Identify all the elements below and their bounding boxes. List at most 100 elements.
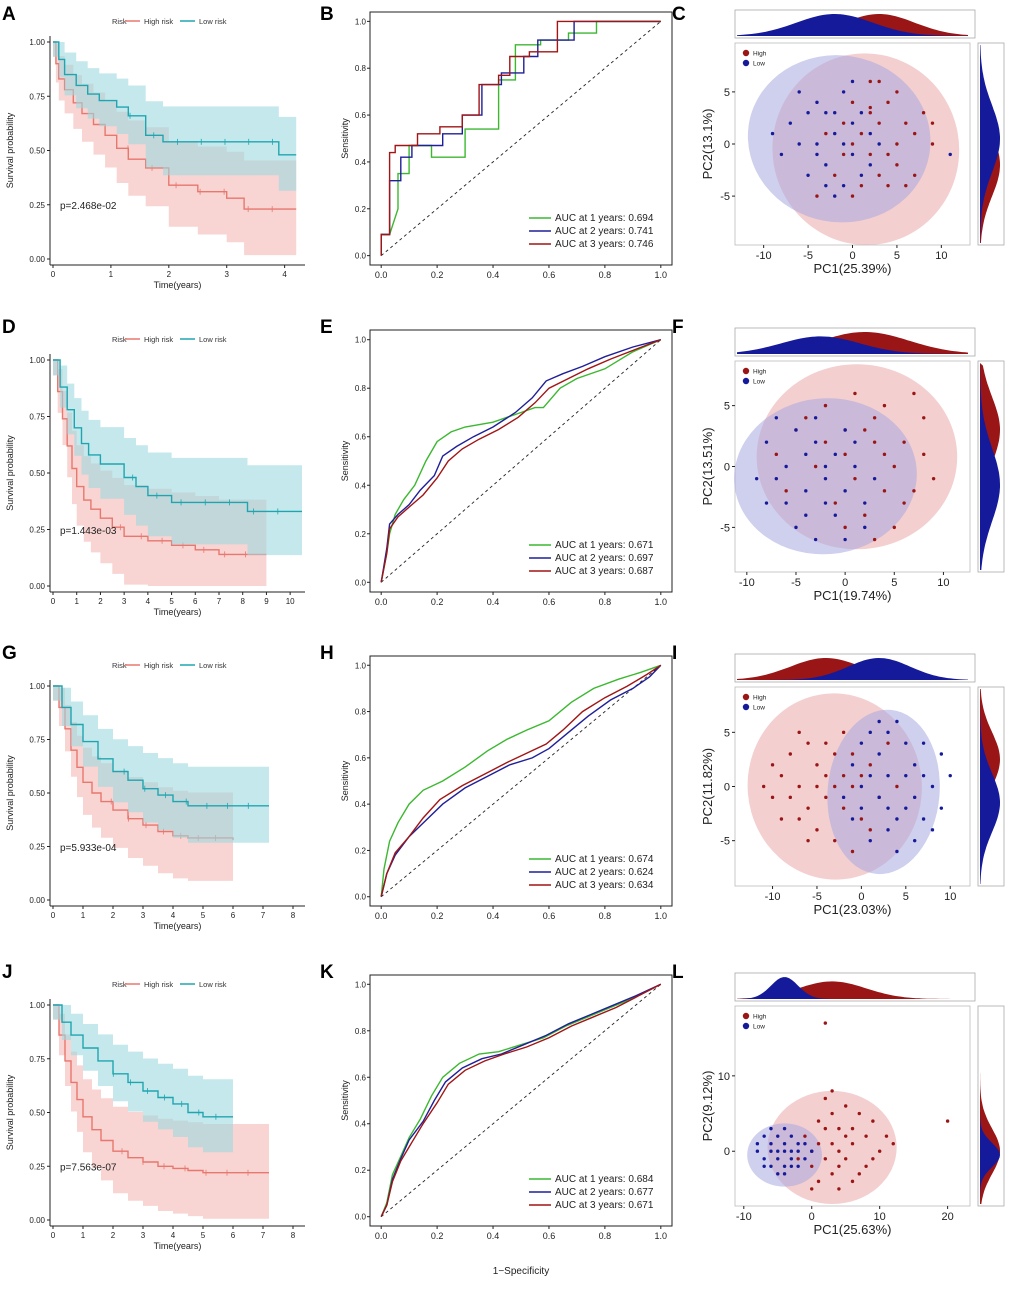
low-group-point — [789, 1149, 794, 1153]
low-group-point — [764, 440, 769, 444]
x-axis-title: Time(years) — [154, 280, 202, 290]
legend-marker-high — [742, 49, 750, 57]
low-group-point — [886, 773, 890, 778]
high-group-point — [877, 1149, 882, 1153]
high-group-point — [872, 440, 877, 444]
km-legend-title: Risk — [112, 335, 127, 344]
km-legend-label-low: Low risk — [199, 335, 227, 344]
high-group-point — [882, 403, 887, 408]
high-group-point — [830, 1172, 834, 1176]
low-group-point — [769, 1149, 773, 1153]
x-tick-label: 2 — [111, 911, 116, 920]
low-group-point — [850, 121, 855, 125]
high-group-point — [837, 1149, 841, 1153]
high-group-point — [774, 452, 779, 457]
x-tick-label: 0.6 — [543, 911, 556, 921]
x-tick-label: 5 — [891, 577, 897, 589]
low-group-point — [782, 1149, 787, 1153]
low-group-point — [769, 1164, 773, 1169]
x-tick-label: 7 — [261, 911, 266, 920]
high-group-point — [912, 173, 917, 177]
x-tick-label: 0.2 — [431, 1231, 444, 1241]
low-group-point — [824, 111, 828, 115]
high-group-point — [930, 121, 935, 125]
y-axis-title: Survival probability — [5, 435, 15, 511]
low-group-point — [939, 752, 944, 756]
low-group-point — [912, 838, 917, 843]
x-tick-label: 0.0 — [375, 597, 388, 607]
low-group-point — [921, 741, 926, 745]
y-tick-label: 0.50 — [29, 469, 45, 478]
x-tick-label: 0.2 — [431, 911, 444, 921]
y-axis-title: Survival probability — [5, 1074, 15, 1150]
high-group-point — [850, 100, 855, 105]
x-tick-label: 2 — [167, 270, 172, 279]
km-legend-label-low: Low risk — [199, 980, 227, 989]
low-risk-ci-band — [53, 686, 269, 843]
y-tick-label: 0.50 — [29, 1109, 45, 1118]
low-group-point — [764, 501, 769, 505]
low-group-point — [823, 476, 828, 481]
right-density-low — [980, 363, 1000, 570]
high-group-point — [859, 131, 864, 136]
legend-label-3-year: AUC at 3 years: 0.634 — [555, 880, 654, 891]
roc-curve-2-year — [380, 983, 662, 1218]
legend-label-low: Low — [753, 1024, 765, 1031]
high-group-point — [810, 1187, 814, 1191]
low-group-point — [921, 773, 926, 778]
high-group-point — [833, 784, 837, 789]
confidence-ellipse-low — [827, 709, 940, 875]
high-group-point — [803, 1134, 807, 1138]
y-tick-label: 1.0 — [355, 980, 367, 989]
low-group-point — [776, 1172, 780, 1176]
x-tick-label: 0 — [51, 1231, 56, 1240]
legend-marker-low — [742, 1022, 750, 1030]
p-value: p=5.933e-04 — [60, 843, 117, 854]
y-tick-label: -5 — [720, 522, 730, 534]
low-group-point — [868, 131, 872, 136]
high-group-point — [912, 131, 917, 136]
high-group-point — [850, 1179, 855, 1184]
panel-letter-j: J — [2, 962, 13, 983]
x-tick-label: 8 — [240, 597, 245, 606]
panel-letter-k: K — [320, 962, 334, 983]
low-group-point — [754, 476, 759, 481]
plot-frame — [369, 974, 673, 1227]
chart-panel-e: 0.0 0.2 0.4 0.6 0.8 1.0 0.0 0.2 0.4 0.6 0.8 1.0 Sens… — [340, 329, 673, 607]
low-group-point — [843, 489, 847, 493]
roc-curve-1-year — [380, 664, 662, 897]
high-group-point — [788, 752, 793, 756]
high-group-point — [844, 1104, 848, 1108]
low-group-point — [872, 476, 877, 481]
x-tick-label: 0 — [842, 577, 848, 589]
low-group-point — [853, 464, 857, 469]
low-group-point — [850, 152, 855, 157]
low-group-point — [904, 806, 908, 810]
low-group-point — [886, 828, 890, 832]
high-group-point — [816, 1119, 821, 1123]
panel-letter-f: F — [672, 317, 684, 338]
low-group-point — [877, 795, 881, 800]
high-group-point — [823, 1021, 828, 1025]
low-group-point — [859, 111, 864, 115]
high-group-point — [945, 1119, 950, 1123]
x-tick-label: 5 — [201, 1231, 206, 1240]
low-group-point — [762, 1164, 766, 1169]
high-group-point — [871, 1157, 875, 1161]
low-group-point — [815, 142, 819, 146]
roc-curve-1-year — [380, 339, 662, 583]
low-group-point — [823, 501, 828, 505]
x-tick-label: 4 — [146, 597, 151, 606]
y-axis-title: Sensitivity — [340, 440, 350, 481]
legend-label-high: High — [753, 1014, 767, 1021]
low-group-point — [770, 131, 775, 136]
panel-letter-e: E — [320, 317, 333, 338]
legend-marker-low — [742, 703, 750, 711]
x-tick-label: -10 — [765, 891, 781, 903]
high-group-point — [837, 1164, 841, 1169]
y-tick-label: 1.0 — [355, 336, 367, 345]
right-density-low — [980, 689, 1000, 884]
x-tick-label: 1.0 — [655, 270, 668, 280]
panel-letter-i: I — [672, 643, 677, 664]
low-group-point — [796, 1164, 800, 1169]
